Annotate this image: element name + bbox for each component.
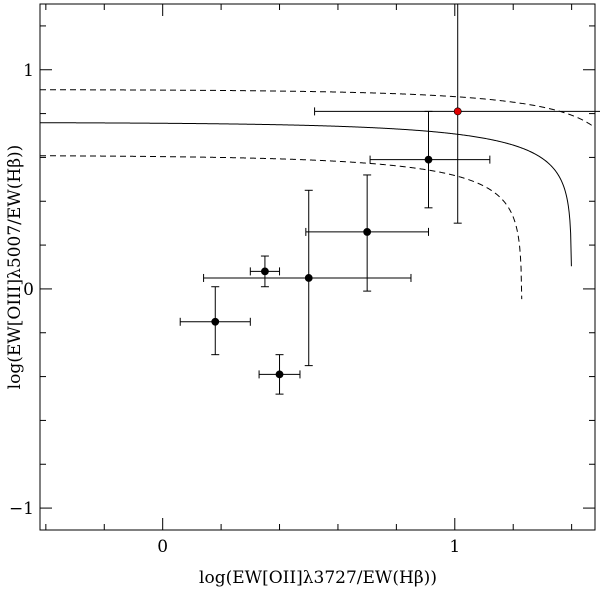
- y-tick-label: 0: [23, 280, 34, 300]
- data-point: [304, 274, 313, 282]
- data-point: [453, 107, 462, 116]
- tick-labels: 0 1 −1 0 1: [9, 61, 460, 557]
- data-point: [424, 155, 433, 164]
- data-point: [261, 267, 269, 276]
- x-tick-label: 0: [157, 537, 168, 557]
- data-point: [211, 317, 220, 326]
- y-tick-label: −1: [9, 499, 34, 519]
- model-curves: [39, 89, 596, 300]
- x-tick-label: 1: [449, 537, 460, 557]
- data-points: [179, 3, 600, 395]
- y-axis-label: log(EW[OIII]λ5007/EW(Hβ)): [5, 145, 25, 390]
- x-axis-label: log(EW[OII]λ3727/EW(Hβ)): [199, 568, 437, 588]
- axis-ticks: [40, 4, 595, 530]
- solid-model-curve: [40, 122, 572, 267]
- y-tick-label: 1: [23, 61, 34, 81]
- plot-frame: [39, 3, 596, 531]
- dashed-model-curve: [40, 89, 596, 129]
- data-point: [275, 370, 284, 379]
- dashed-model-curve: [39, 155, 523, 300]
- data-point: [363, 228, 372, 236]
